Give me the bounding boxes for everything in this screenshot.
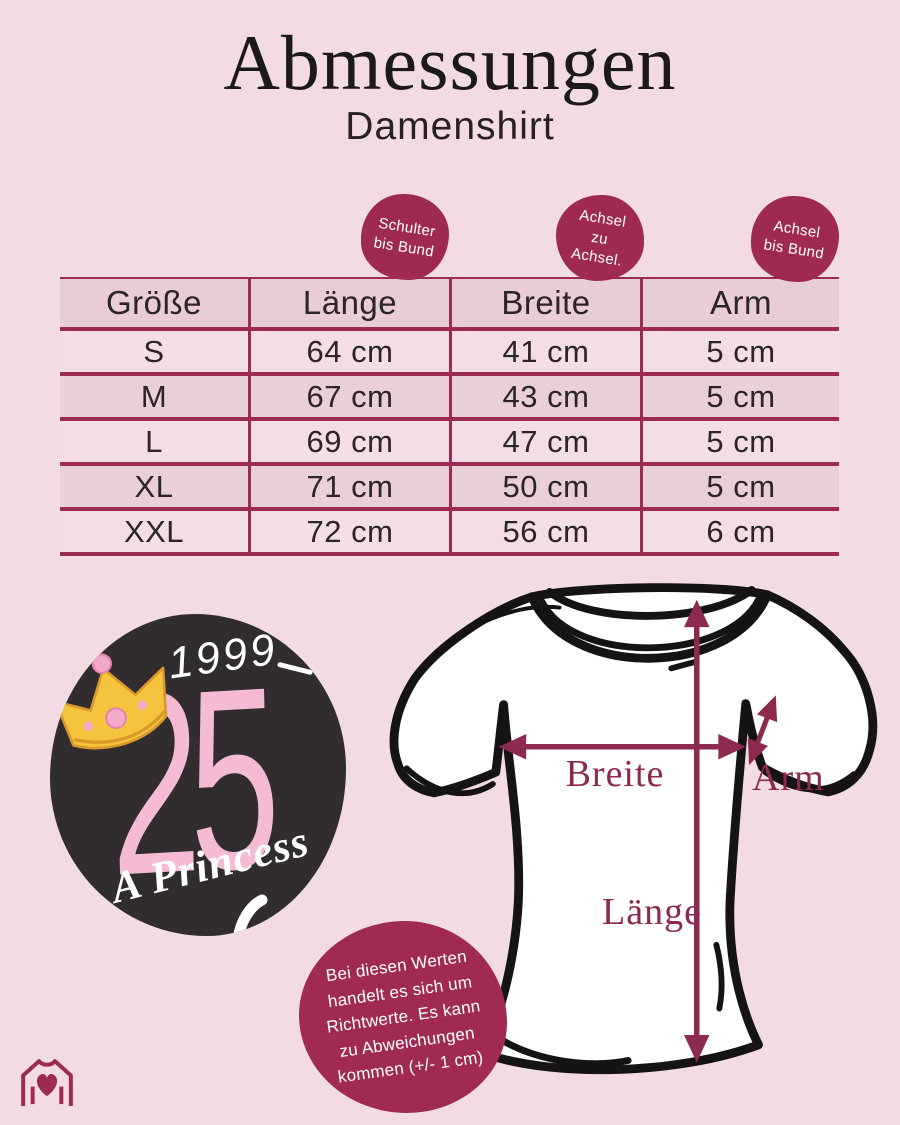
column-header-width: Breite: [452, 279, 640, 327]
page-subtitle: Damenshirt: [345, 105, 555, 148]
table-cell: 5 cm: [643, 421, 839, 462]
anniversary-badge: 1999 25 A Princess: [50, 614, 346, 936]
width-arrow: [498, 734, 746, 760]
table-cell: 56 cm: [452, 511, 640, 552]
left-sleeve-fold: [403, 765, 496, 797]
tshirt-outline: [389, 583, 878, 1075]
hem-accent: [487, 1029, 632, 1068]
crown-icon: [54, 653, 168, 750]
column-header-length: Länge: [251, 279, 449, 327]
table-cell: XL: [60, 466, 248, 507]
column-header-arm: Arm: [643, 279, 839, 327]
size-table: Größe Länge Breite Arm S 64 cm 41 cm 5 c…: [60, 277, 839, 556]
measure-badge-text: Schulter bis Bund: [372, 214, 437, 260]
table-cell: 6 cm: [643, 511, 839, 552]
page-title: Abmessungen: [223, 19, 677, 106]
measure-badge-text: Achsel zu Achsel.: [570, 206, 628, 270]
cut-script-mark: [233, 894, 268, 936]
collar-band-top: [538, 596, 762, 652]
table-cell: 67 cm: [251, 376, 449, 417]
collar-back-line: [545, 585, 756, 620]
measure-badge-text: Achsel bis Bund: [762, 217, 825, 262]
table-cell: 47 cm: [452, 421, 640, 462]
table-cell: XXL: [60, 511, 248, 552]
shirt-heart-logo-icon: [21, 1059, 73, 1107]
disclaimer-badge: Bei diesen Werten handelt es sich um Ric…: [299, 921, 507, 1113]
arm-label: Arm: [752, 757, 825, 799]
width-label: Breite: [565, 753, 665, 795]
measure-badge-shoulder-to-hem: Schulter bis Bund: [361, 194, 449, 280]
right-sleeve-fold: [762, 769, 857, 793]
table-cell: 72 cm: [251, 511, 449, 552]
collar-dash-accent: [668, 658, 700, 672]
table-cell: 41 cm: [452, 331, 640, 372]
shoulder-accent: [471, 604, 562, 630]
table-cell: 5 cm: [643, 331, 839, 372]
table-cell: 69 cm: [251, 421, 449, 462]
length-label: Länge: [602, 891, 702, 933]
table-cell: L: [60, 421, 248, 462]
arm-arrow: [747, 695, 778, 765]
table-cell: 5 cm: [643, 376, 839, 417]
measure-badge-armpit-to-armpit: Achsel zu Achsel.: [556, 195, 644, 281]
disclaimer-text: Bei diesen Werten handelt es sich um Ric…: [324, 946, 484, 1087]
column-header-size: Größe: [60, 279, 248, 327]
tshirt-diagram: [389, 583, 878, 1075]
table-cell: 64 cm: [251, 331, 449, 372]
table-cell: 5 cm: [643, 466, 839, 507]
table-cell: S: [60, 331, 248, 372]
table-cell: 71 cm: [251, 466, 449, 507]
table-cell: M: [60, 376, 248, 417]
length-arrow: [684, 599, 710, 1063]
measure-badge-armpit-to-hem: Achsel bis Bund: [751, 196, 839, 282]
table-cell: 50 cm: [452, 466, 640, 507]
collar-band-bottom: [527, 590, 772, 663]
brush-dash-mark: [276, 661, 314, 676]
hip-accent: [713, 941, 725, 1012]
table-cell: 43 cm: [452, 376, 640, 417]
